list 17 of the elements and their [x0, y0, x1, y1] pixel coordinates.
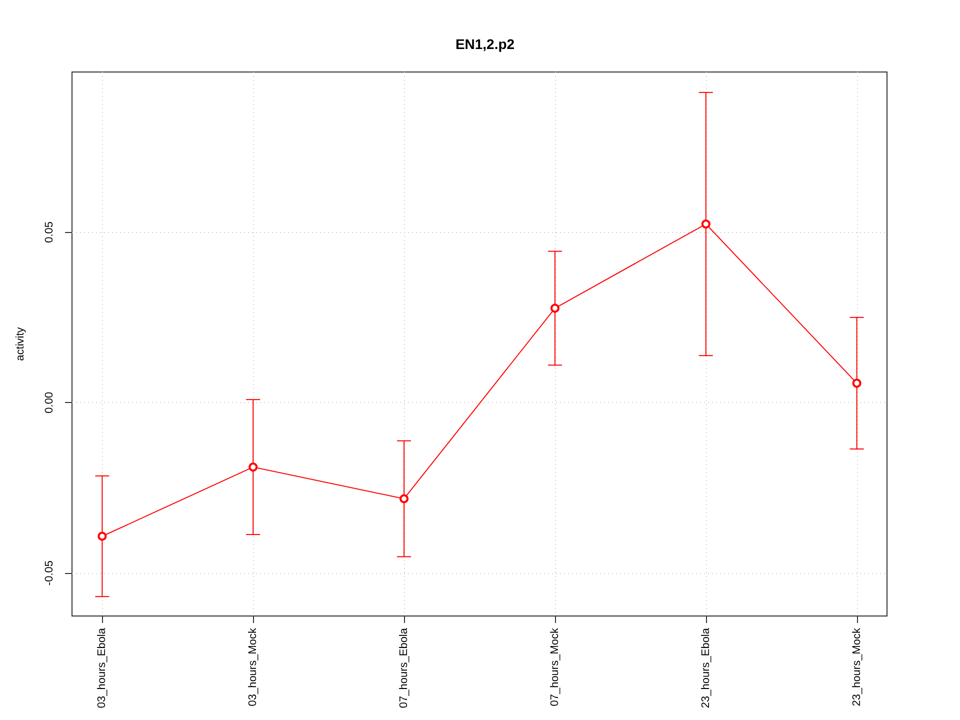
x-tick-label: 07_hours_Ebola — [398, 627, 410, 708]
y-axis-title: activity — [14, 326, 26, 361]
y-tick-label: -0.05 — [44, 560, 56, 586]
point — [98, 532, 107, 541]
point — [400, 494, 409, 504]
point — [248, 462, 258, 472]
x-tick-label: 23_hours_Mock — [850, 628, 863, 706]
y-tick-label: 0.00 — [44, 392, 56, 414]
x-tick-label: 23_hours_Ebola — [700, 627, 712, 708]
x-tick-label: 07_hours_Mock — [548, 628, 561, 706]
point — [701, 220, 710, 229]
point — [550, 304, 560, 313]
y-tick-label: 0.05 — [44, 221, 56, 243]
chart-title: EN1,2.p2 — [455, 36, 515, 52]
x-tick-label: 03_hours_Mock — [247, 628, 260, 706]
point — [852, 378, 862, 388]
x-tick-label: 03_hours_Ebola — [96, 627, 108, 708]
